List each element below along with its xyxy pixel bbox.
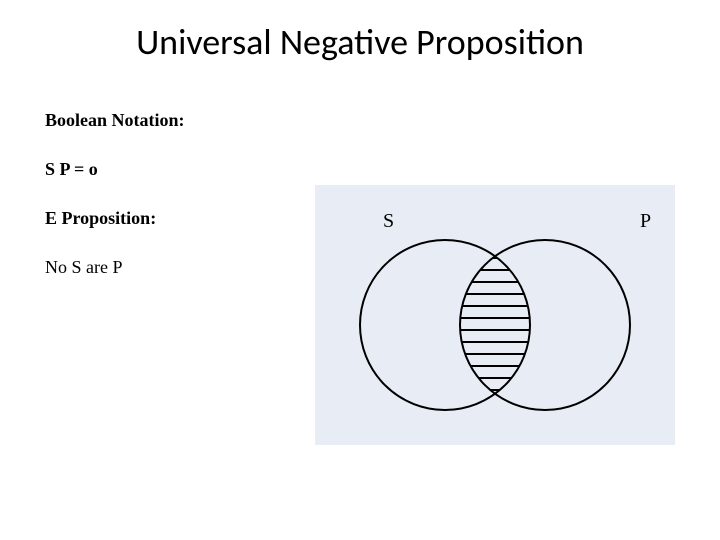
page-title: Universal Negative Proposition [0, 20, 720, 64]
circle-p [460, 240, 630, 410]
proposition-statement: No S are P [45, 257, 185, 278]
boolean-notation-label: Boolean Notation: [45, 110, 185, 131]
boolean-equation: S P = o [45, 159, 185, 180]
proposition-label: E Proposition: [45, 208, 185, 229]
circle-s [360, 240, 530, 410]
label-p: P [640, 210, 651, 232]
left-content: Boolean Notation: S P = o E Proposition:… [45, 110, 185, 278]
venn-diagram-container: S P [315, 185, 675, 445]
venn-svg: S P [315, 185, 675, 445]
label-s: S [383, 210, 394, 232]
hatch-lines [360, 258, 630, 390]
